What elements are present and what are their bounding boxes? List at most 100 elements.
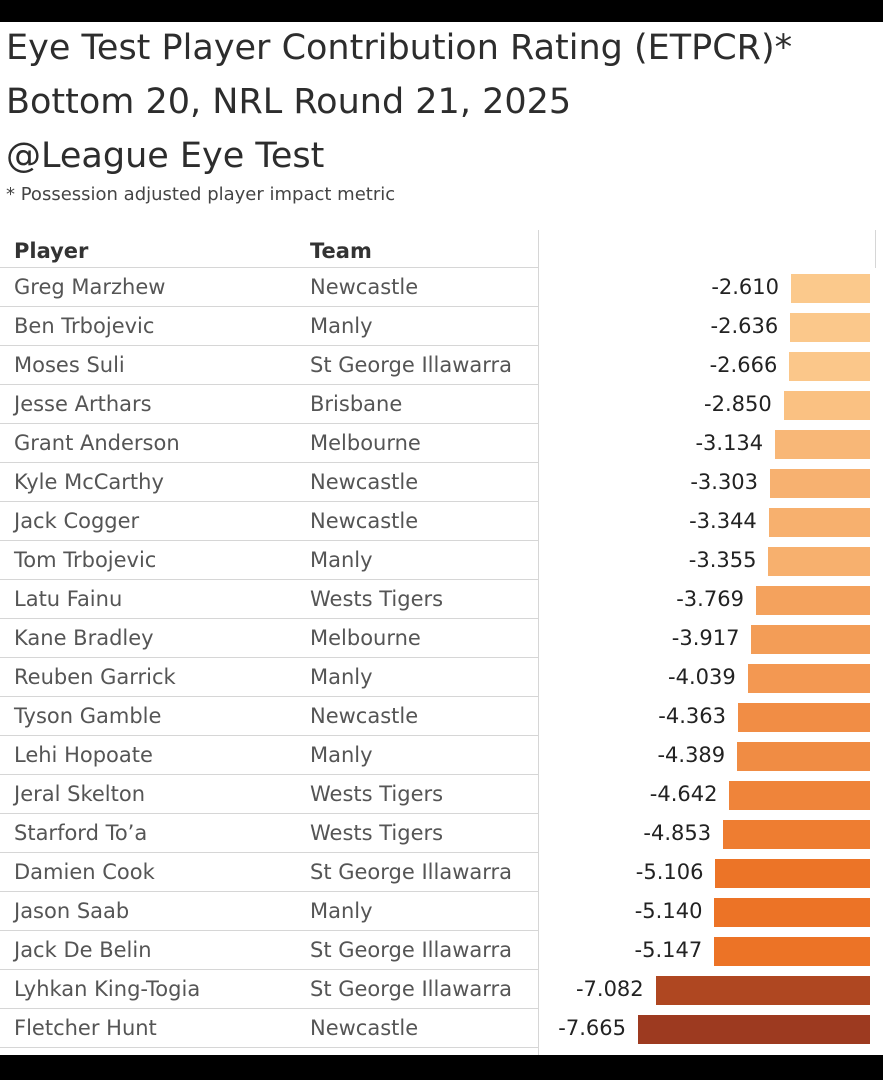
team-name: Newcastle: [310, 470, 419, 494]
value-label: -3.355: [688, 548, 757, 572]
value-bar: [747, 664, 870, 693]
player-name: Lehi Hopoate: [14, 743, 153, 767]
table-row: Ben Trbojevic Manly -2.636: [0, 307, 883, 346]
table-row: Jack Cogger Newcastle -3.344: [0, 502, 883, 541]
table-row: Jack De Belin St George Illawarra -5.147: [0, 931, 883, 970]
value-label: -4.039: [668, 665, 736, 689]
row-divider: [0, 306, 538, 307]
value-bar: [790, 313, 870, 342]
value-bar: [737, 703, 870, 732]
value-bar: [783, 391, 870, 420]
player-name: Tom Trbojevic: [14, 548, 157, 572]
value-bar: [791, 274, 870, 303]
table-row: Tom Trbojevic Manly -3.355: [0, 541, 883, 580]
header-player: Player: [14, 239, 89, 263]
team-name: Melbourne: [310, 431, 421, 455]
chart-canvas: Eye Test Player Contribution Rating (ETP…: [0, 22, 883, 1055]
value-label: -3.344: [689, 509, 757, 533]
value-bar: [755, 586, 870, 615]
team-name: St George Illawarra: [310, 353, 513, 377]
value-label: -2.636: [710, 314, 779, 338]
player-name: Fletcher Hunt: [14, 1016, 157, 1040]
player-name: Latu Fainu: [14, 587, 123, 611]
value-label: -4.642: [649, 782, 718, 806]
table-row: Grant Anderson Melbourne -3.134: [0, 424, 883, 463]
value-label: -5.140: [634, 899, 703, 923]
value-label: -4.389: [657, 743, 726, 767]
player-name: Jeral Skelton: [14, 782, 146, 806]
row-divider: [0, 969, 538, 970]
value-label: -2.610: [711, 275, 780, 299]
value-label: -7.665: [558, 1016, 626, 1040]
row-divider: [0, 891, 538, 892]
team-name: Wests Tigers: [310, 782, 444, 806]
player-name: Greg Marzhew: [14, 275, 166, 299]
team-name: Wests Tigers: [310, 821, 444, 845]
value-label: -4.363: [658, 704, 726, 728]
team-name: Melbourne: [310, 626, 421, 650]
team-name: Manly: [310, 743, 373, 767]
chart-title-line-2: Bottom 20, NRL Round 21, 2025: [6, 82, 572, 122]
value-label: -3.303: [690, 470, 759, 494]
team-name: St George Illawarra: [310, 938, 513, 962]
player-name: Ben Trbojevic: [14, 314, 155, 338]
value-bar: [655, 976, 870, 1005]
table-row: Kane Bradley Melbourne -3.917: [0, 619, 883, 658]
row-divider: [0, 1008, 538, 1009]
row-divider: [0, 852, 538, 853]
row-divider: [0, 735, 538, 736]
row-divider: [0, 540, 538, 541]
player-name: Lyhkan King-Togia: [14, 977, 201, 1001]
player-name: Jack De Belin: [14, 938, 152, 962]
table-row: Latu Fainu Wests Tigers -3.769: [0, 580, 883, 619]
team-name: St George Illawarra: [310, 977, 513, 1001]
row-divider: [0, 696, 538, 697]
row-divider: [0, 345, 538, 346]
table-row: Fletcher Hunt Newcastle -7.665: [0, 1009, 883, 1048]
value-bar: [751, 625, 870, 654]
row-divider: [0, 579, 538, 580]
value-label: -3.917: [671, 626, 740, 650]
header-divider: [0, 267, 538, 268]
table-row: Tyson Gamble Newcastle -4.363: [0, 697, 883, 736]
table-row: Kyle McCarthy Newcastle -3.303: [0, 463, 883, 502]
row-divider: [0, 930, 538, 931]
team-name: Manly: [310, 899, 373, 923]
value-label: -2.666: [709, 353, 778, 377]
player-name: Reuben Garrick: [14, 665, 176, 689]
player-name: Jason Saab: [14, 899, 130, 923]
player-name: Moses Suli: [14, 353, 125, 377]
column-divider: [538, 230, 539, 1055]
row-divider: [0, 501, 538, 502]
team-name: Newcastle: [310, 509, 419, 533]
table-row: Reuben Garrick Manly -4.039: [0, 658, 883, 697]
row-divider: [0, 462, 538, 463]
player-name: Damien Cook: [14, 860, 155, 884]
value-bar: [638, 1015, 870, 1044]
table-row: Jeral Skelton Wests Tigers -4.642: [0, 775, 883, 814]
value-label: -5.106: [635, 860, 704, 884]
value-label: -4.853: [643, 821, 712, 845]
value-bar: [768, 547, 870, 576]
table-row: Jesse Arthars Brisbane -2.850: [0, 385, 883, 424]
value-bar: [770, 469, 870, 498]
row-divider: [0, 657, 538, 658]
value-bar: [768, 508, 870, 537]
value-bar: [789, 352, 870, 381]
value-bar: [715, 859, 870, 888]
team-name: Brisbane: [310, 392, 403, 416]
value-label: -7.082: [575, 977, 644, 1001]
player-name: Jesse Arthars: [14, 392, 152, 416]
row-divider: [0, 423, 538, 424]
table-row: Starford To’a Wests Tigers -4.853: [0, 814, 883, 853]
value-bar: [714, 937, 870, 966]
value-bar: [714, 898, 870, 927]
table-row: Lehi Hopoate Manly -4.389: [0, 736, 883, 775]
player-name: Kyle McCarthy: [14, 470, 164, 494]
team-name: Newcastle: [310, 704, 419, 728]
team-name: Manly: [310, 314, 373, 338]
row-divider: [0, 384, 538, 385]
row-divider: [0, 774, 538, 775]
player-name: Grant Anderson: [14, 431, 180, 455]
header-team: Team: [310, 239, 372, 263]
